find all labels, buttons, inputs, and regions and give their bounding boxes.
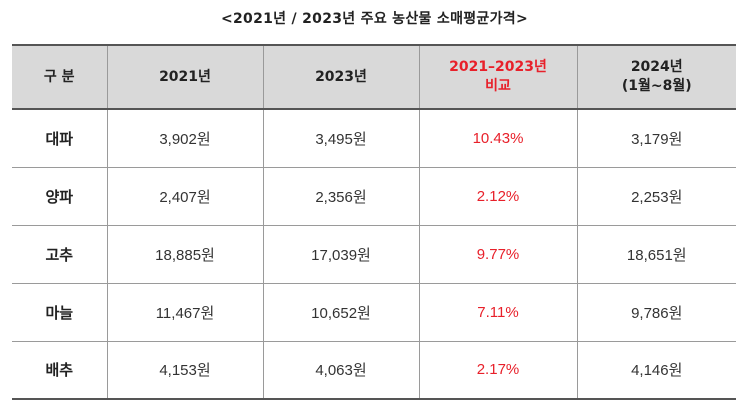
cell-comparison: 10.43% <box>418 108 578 168</box>
cell-comparison: 9.77% <box>418 224 578 284</box>
cell-2024: 4,146원 <box>576 340 736 400</box>
cell-comparison: 7.11% <box>418 282 578 342</box>
table-row: 양파 2,407원 2,356원 2.12% 2,253원 <box>12 166 736 226</box>
row-label: 대파 <box>12 108 108 168</box>
header-2024: 2024년 (1월~8월) <box>576 44 736 110</box>
header-comparison-years: 2021–2023년 <box>449 59 547 75</box>
cell-2024: 9,786원 <box>576 282 736 342</box>
header-row: 구 분 2021년 2023년 2021–2023년 비교 2024년 (1월~… <box>12 44 736 110</box>
table-row: 고추 18,885원 17,039원 9.77% 18,651원 <box>12 224 736 284</box>
header-comparison: 2021–2023년 비교 <box>418 44 578 110</box>
header-2024-period: (1월~8월) <box>621 78 692 94</box>
price-table: 구 분 2021년 2023년 2021–2023년 비교 2024년 (1월~… <box>12 44 736 400</box>
cell-2024: 3,179원 <box>576 108 736 168</box>
cell-2024: 2,253원 <box>576 166 736 226</box>
cell-comparison: 2.12% <box>418 166 578 226</box>
table-caption: <2021년 / 2023년 주요 농산물 소매평균가격> <box>220 11 528 27</box>
cell-2021: 4,153원 <box>106 340 264 400</box>
cell-comparison: 2.17% <box>418 340 578 400</box>
table-row: 배추 4,153원 4,063원 2.17% 4,146원 <box>12 340 736 400</box>
row-label: 배추 <box>12 340 108 400</box>
header-2023: 2023년 <box>262 44 420 110</box>
header-category: 구 분 <box>12 44 108 110</box>
table-row: 마늘 11,467원 10,652원 7.11% 9,786원 <box>12 282 736 342</box>
cell-2023: 10,652원 <box>262 282 420 342</box>
table-row: 대파 3,902원 3,495원 10.43% 3,179원 <box>12 108 736 168</box>
cell-2023: 2,356원 <box>262 166 420 226</box>
cell-2021: 18,885원 <box>106 224 264 284</box>
cell-2024: 18,651원 <box>576 224 736 284</box>
cell-2021: 2,407원 <box>106 166 264 226</box>
cell-2023: 4,063원 <box>262 340 420 400</box>
table-body: 대파 3,902원 3,495원 10.43% 3,179원 양파 2,407원… <box>12 108 736 400</box>
cell-2023: 3,495원 <box>262 108 420 168</box>
row-label: 고추 <box>12 224 108 284</box>
header-2021: 2021년 <box>106 44 264 110</box>
header-2024-year: 2024년 <box>630 59 683 75</box>
header-comparison-label: 비교 <box>485 78 511 94</box>
row-label: 마늘 <box>12 282 108 342</box>
cell-2023: 17,039원 <box>262 224 420 284</box>
table-header: 구 분 2021년 2023년 2021–2023년 비교 2024년 (1월~… <box>12 44 736 110</box>
cell-2021: 3,902원 <box>106 108 264 168</box>
cell-2021: 11,467원 <box>106 282 264 342</box>
row-label: 양파 <box>12 166 108 226</box>
